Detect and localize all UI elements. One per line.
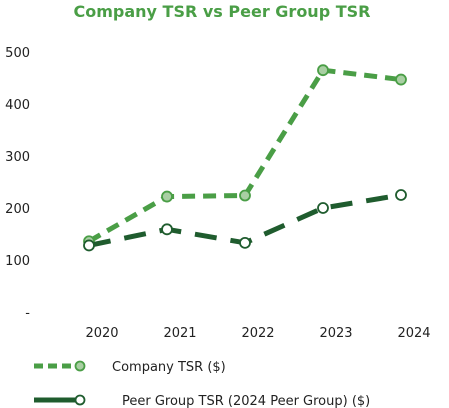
data-point <box>239 236 251 249</box>
y-tick-label: 200 <box>5 202 30 217</box>
data-point <box>317 64 329 77</box>
data-point <box>161 223 173 236</box>
y-tick-label: 300 <box>5 150 30 165</box>
series-layer <box>83 64 407 252</box>
x-tick-label: 2024 <box>397 326 430 341</box>
data-point <box>395 73 407 86</box>
series-line-0 <box>87 67 402 244</box>
data-point <box>83 239 95 252</box>
data-point <box>395 189 407 201</box>
y-axis: - 100 200 300 400 500 <box>5 46 30 321</box>
legend-marker <box>74 360 86 372</box>
chart-title: Company TSR vs Peer Group TSR <box>74 2 371 21</box>
x-tick-label: 2020 <box>85 326 118 341</box>
legend-marker <box>74 394 86 406</box>
y-tick-label: 400 <box>5 98 30 113</box>
data-point <box>161 190 173 203</box>
y-tick-label: 500 <box>5 46 30 61</box>
y-tick-label: 100 <box>5 254 30 269</box>
legend-label: Company TSR ($) <box>112 360 226 375</box>
data-point <box>317 202 329 214</box>
x-tick-label: 2023 <box>319 326 352 341</box>
legend: Company TSR ($) Peer Group TSR (2024 Peer… <box>34 360 370 408</box>
x-axis: 2020 2021 2022 2023 2024 <box>85 326 430 341</box>
y-tick-label: - <box>25 306 30 321</box>
x-tick-label: 2021 <box>163 326 196 341</box>
data-point <box>239 189 251 202</box>
x-tick-label: 2022 <box>241 326 274 341</box>
legend-label: Peer Group TSR (2024 Peer Group) ($) <box>122 394 370 408</box>
